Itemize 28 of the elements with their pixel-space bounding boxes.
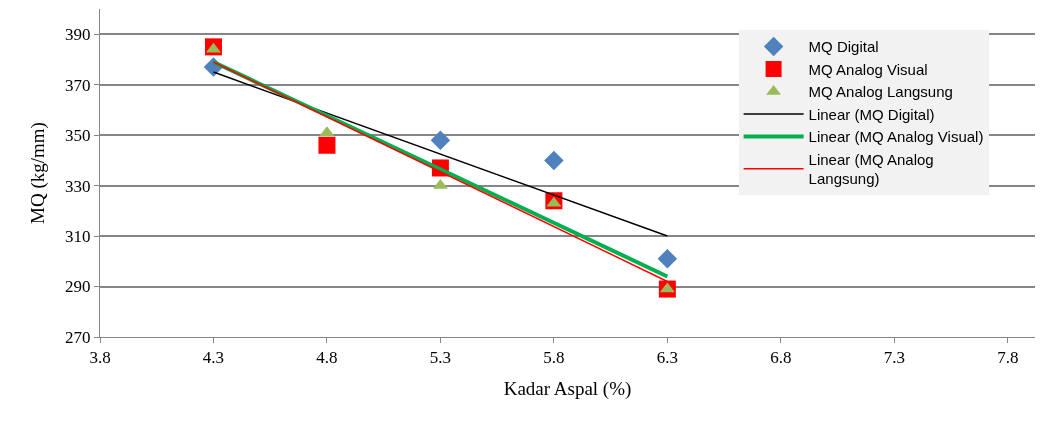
x-tick-label: 7.8 [997, 348, 1019, 368]
x-tick-label: 3.8 [89, 348, 111, 368]
y-tick-label: 350 [65, 126, 91, 146]
x-tick-label: 4.8 [316, 348, 338, 368]
x-tick-label: 5.8 [543, 348, 565, 368]
legend-label: Linear (MQ Digital) [808, 105, 935, 123]
legend-label: MQ Analog Langsung [808, 83, 953, 101]
x-tick-label: 6.3 [656, 348, 678, 368]
legend-label: Linear (MQ Analog Visual) [808, 128, 984, 146]
x-axis-title: Kadar Aspal (%) [503, 378, 632, 401]
legend-label: Linear (MQ Analog Langsung) [808, 150, 934, 188]
y-tick-label: 270 [65, 327, 91, 347]
y-tick-label: 390 [65, 25, 91, 45]
point [544, 150, 564, 171]
legend-label: MQ Analog Visual [808, 60, 928, 78]
y-axis-title: MQ (kg/mm) [26, 122, 49, 224]
point [430, 130, 451, 150]
y-tick-label: 330 [65, 176, 91, 196]
legend-label: MQ Digital [808, 38, 879, 56]
y-tick-label: 290 [65, 277, 91, 297]
x-tick-label: 5.3 [429, 348, 452, 368]
x-tick-label: 7.3 [883, 348, 905, 368]
x-tick-label: 6.8 [770, 348, 792, 368]
y-tick-label: 370 [65, 75, 91, 95]
y-tick-label: 310 [65, 227, 91, 247]
x-tick-label: 4.3 [202, 348, 225, 368]
point [657, 249, 678, 269]
point [318, 136, 336, 154]
